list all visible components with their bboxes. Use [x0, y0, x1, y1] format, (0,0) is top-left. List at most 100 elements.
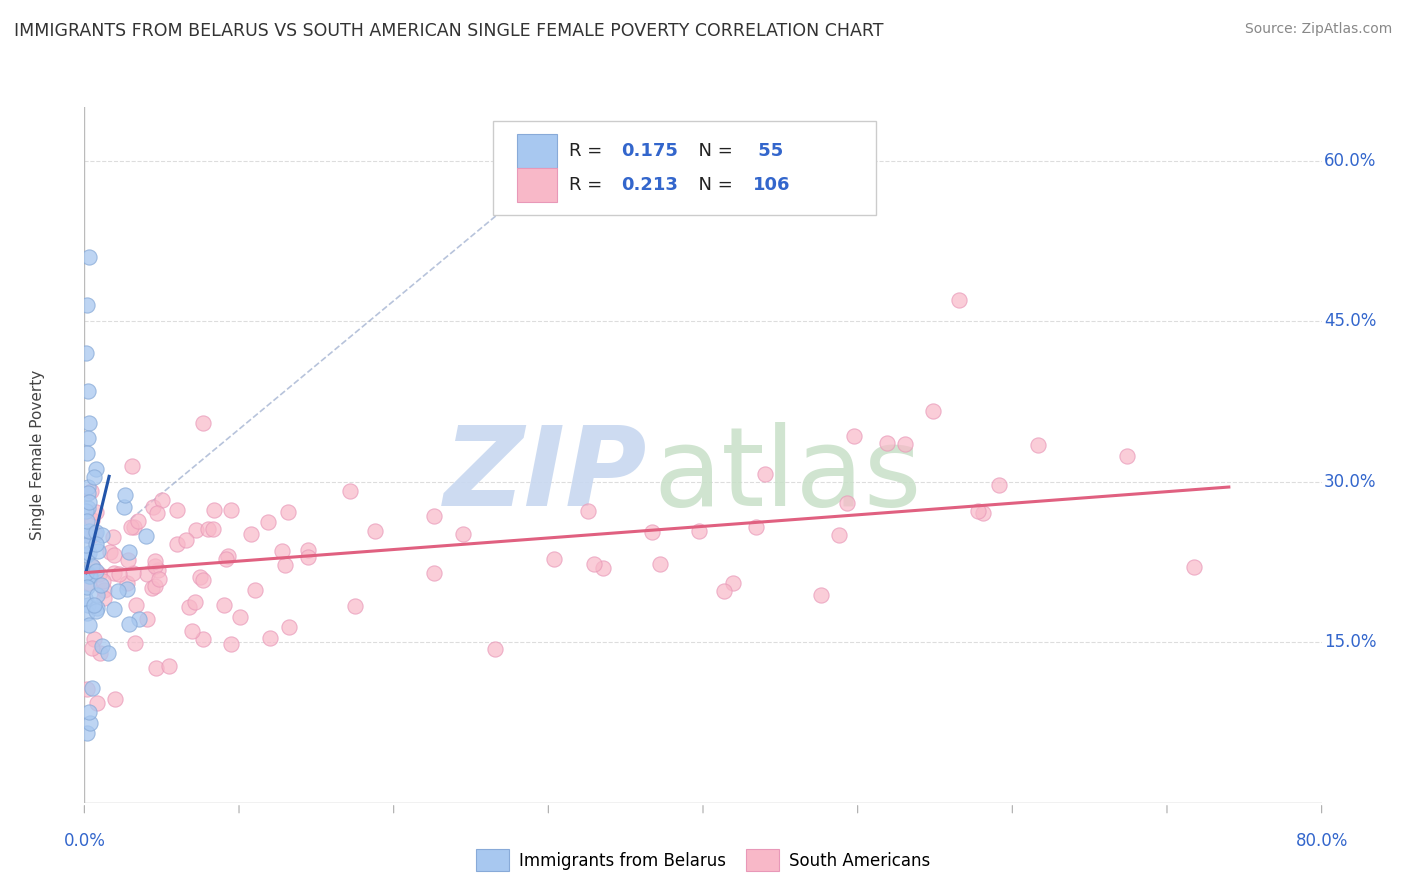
Text: 0.0%: 0.0%	[63, 832, 105, 850]
Point	[270, 544, 292, 558]
Point	[688, 524, 710, 539]
Point	[146, 506, 169, 520]
Point	[114, 488, 136, 502]
Point	[745, 520, 768, 534]
Text: R =: R =	[569, 142, 609, 160]
Point	[245, 583, 267, 598]
FancyBboxPatch shape	[492, 121, 876, 215]
Point	[650, 557, 672, 571]
Point	[174, 533, 197, 547]
Point	[89, 646, 111, 660]
Point	[240, 526, 263, 541]
Point	[84, 524, 107, 539]
Point	[127, 514, 149, 528]
Point	[93, 582, 115, 597]
Point	[103, 548, 125, 562]
Point	[108, 566, 131, 581]
Point	[145, 661, 167, 675]
Point	[77, 416, 100, 430]
Point	[77, 524, 100, 539]
Point	[143, 559, 166, 574]
Point	[277, 504, 299, 518]
Point	[80, 558, 103, 573]
Point	[118, 616, 141, 631]
Point	[90, 578, 112, 592]
Point	[364, 524, 387, 539]
Point	[274, 558, 297, 573]
Point	[423, 508, 446, 523]
Point	[124, 636, 146, 650]
Point	[922, 404, 945, 418]
Point	[202, 502, 225, 516]
Point	[122, 520, 145, 534]
Point	[146, 563, 169, 577]
Point	[77, 480, 100, 494]
Text: IMMIGRANTS FROM BELARUS VS SOUTH AMERICAN SINGLE FEMALE POVERTY CORRELATION CHAR: IMMIGRANTS FROM BELARUS VS SOUTH AMERICA…	[14, 22, 883, 40]
Point	[191, 416, 214, 430]
Point	[179, 600, 201, 615]
Point	[339, 484, 361, 499]
Point	[344, 599, 367, 613]
Point	[76, 607, 98, 621]
Point	[90, 528, 112, 542]
Point	[101, 530, 124, 544]
Point	[76, 446, 98, 460]
Point	[128, 612, 150, 626]
Point	[84, 527, 107, 541]
Point	[76, 298, 98, 312]
Legend: Immigrants from Belarus, South Americans: Immigrants from Belarus, South Americans	[467, 841, 939, 880]
Point	[83, 470, 105, 484]
Point	[77, 546, 100, 560]
Point	[118, 545, 141, 559]
Point	[84, 604, 107, 618]
Point	[136, 612, 159, 626]
Point	[143, 579, 166, 593]
Point	[115, 582, 138, 597]
Point	[76, 514, 98, 528]
Point	[1182, 560, 1205, 574]
Text: 30.0%: 30.0%	[1324, 473, 1376, 491]
Text: Single Female Poverty: Single Female Poverty	[30, 370, 45, 540]
Point	[80, 529, 103, 543]
Point	[810, 588, 832, 602]
Point	[152, 492, 174, 507]
Point	[115, 575, 138, 590]
Point	[215, 551, 238, 566]
Text: 0.175: 0.175	[621, 142, 678, 160]
Point	[125, 598, 148, 612]
Point	[184, 523, 207, 537]
Point	[141, 581, 163, 595]
Point	[83, 632, 105, 646]
Point	[193, 632, 215, 646]
Point	[93, 591, 115, 605]
Point	[197, 522, 219, 536]
Point	[77, 569, 100, 583]
Point	[122, 566, 145, 580]
Point	[76, 548, 98, 562]
Point	[112, 500, 135, 514]
Point	[157, 659, 180, 673]
Point	[121, 458, 143, 473]
Point	[835, 496, 858, 510]
Text: 0.213: 0.213	[621, 176, 678, 194]
Point	[84, 505, 107, 519]
Point	[641, 525, 664, 540]
Text: N =: N =	[688, 142, 738, 160]
Point	[84, 461, 107, 475]
Text: 45.0%: 45.0%	[1324, 312, 1376, 330]
Point	[75, 538, 97, 552]
Text: 55: 55	[752, 142, 783, 160]
Point	[87, 544, 110, 558]
Point	[79, 715, 101, 730]
Point	[77, 384, 100, 398]
Text: 60.0%: 60.0%	[1324, 152, 1376, 169]
Point	[181, 624, 204, 639]
Point	[142, 500, 165, 514]
Point	[75, 346, 97, 360]
Point	[188, 569, 211, 583]
Point	[84, 564, 107, 578]
Point	[184, 595, 207, 609]
Point	[844, 428, 866, 442]
Point	[80, 513, 103, 527]
Text: R =: R =	[569, 176, 609, 194]
